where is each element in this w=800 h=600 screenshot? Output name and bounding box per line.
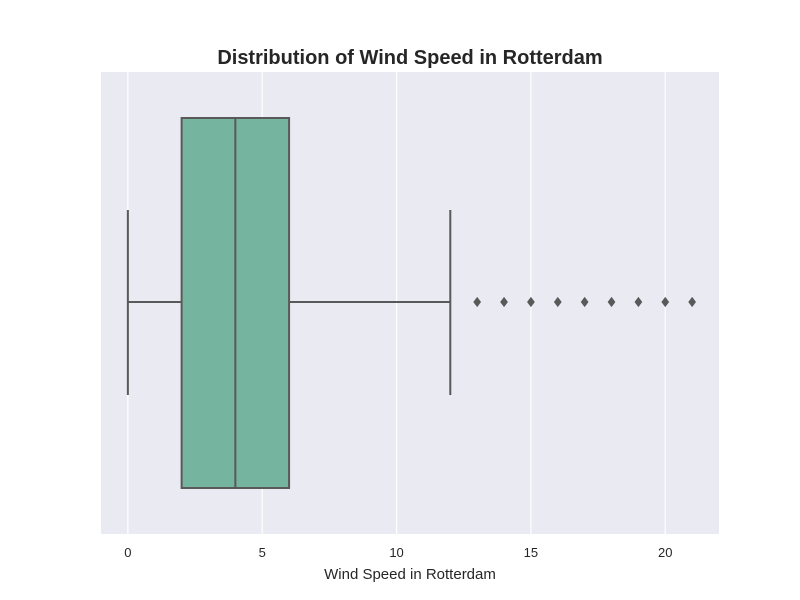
outlier-point [527,296,535,308]
x-tick-label: 10 [389,545,403,560]
x-axis-ticks: 0 5 10 15 20 [124,545,672,560]
x-tick-label: 0 [124,545,131,560]
x-tick-label: 15 [524,545,538,560]
outlier-points [473,296,697,308]
x-axis-label: Wind Speed in Rotterdam [324,566,496,583]
x-tick-label: 20 [658,545,672,560]
outlier-point [661,296,670,308]
outlier-point [634,296,643,308]
outlier-point [553,296,562,308]
x-tick-label: 5 [259,545,266,560]
outlier-point [607,296,616,308]
outlier-point [688,296,697,308]
box-plot [126,117,452,489]
outlier-point [580,296,589,308]
chart-title: Distribution of Wind Speed in Rotterdam [217,47,602,69]
outlier-point [500,296,508,308]
outlier-point [473,296,482,308]
